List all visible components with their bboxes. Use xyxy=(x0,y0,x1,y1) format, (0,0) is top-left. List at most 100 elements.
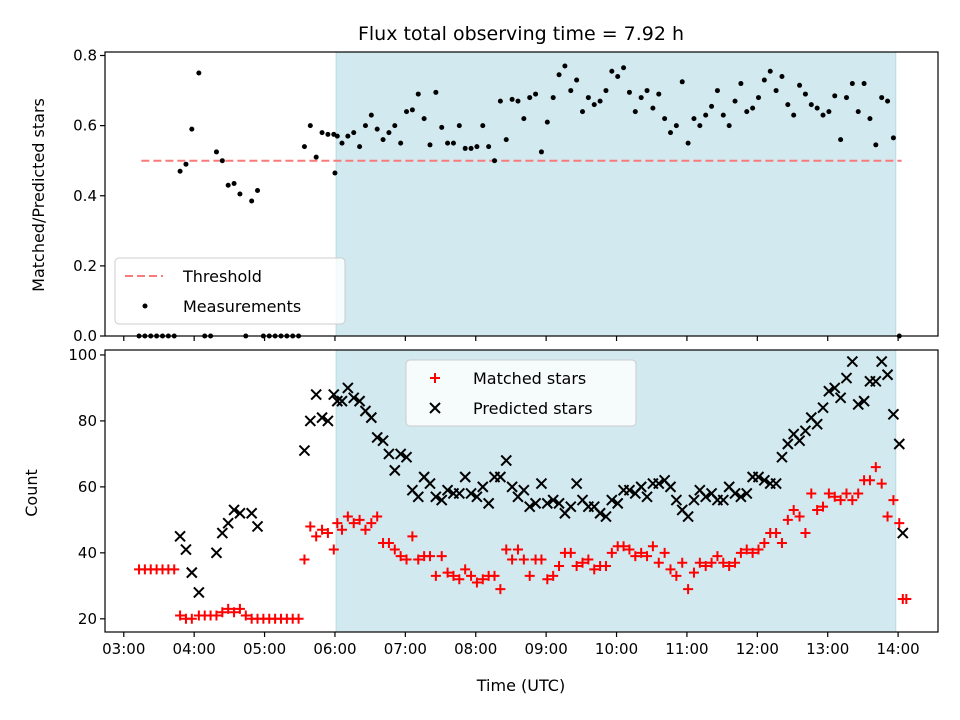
series-predicted-stars xyxy=(174,355,909,599)
matched-point xyxy=(336,524,347,535)
matched-point xyxy=(771,528,782,539)
measurement-point xyxy=(398,140,404,146)
predicted-point xyxy=(870,375,882,388)
matched-point xyxy=(229,607,240,618)
matched-point xyxy=(424,551,435,562)
matched-point xyxy=(342,511,353,522)
measurement-point xyxy=(562,63,568,69)
y-tick-label: 40 xyxy=(78,544,97,562)
matched-point xyxy=(624,544,635,555)
predicted-point xyxy=(342,382,354,394)
predicted-point xyxy=(304,415,317,427)
measurement-point xyxy=(621,65,627,71)
predicted-point xyxy=(535,477,548,490)
matched-point xyxy=(454,574,465,585)
matched-point xyxy=(536,554,547,565)
measurement-point xyxy=(656,91,662,97)
measurement-point xyxy=(334,133,340,139)
measurement-point xyxy=(585,95,591,101)
predicted-point xyxy=(893,438,905,450)
predicted-point xyxy=(245,507,258,519)
matched-point xyxy=(305,521,316,532)
predicted-point xyxy=(353,395,366,407)
predicted-point xyxy=(600,510,612,523)
measurement-point xyxy=(808,102,814,108)
measurement-point xyxy=(668,130,674,136)
matched-point xyxy=(366,518,377,529)
matched-point xyxy=(677,557,688,568)
measurement-point xyxy=(820,112,826,118)
matched-point xyxy=(853,488,864,499)
matched-point xyxy=(864,475,875,486)
bottom-y-axis-label: Count xyxy=(22,469,41,517)
predicted-point xyxy=(858,395,870,407)
measurement-point xyxy=(785,102,791,108)
matched-point xyxy=(495,584,506,595)
matched-point xyxy=(901,594,912,605)
y-tick-label: 0.8 xyxy=(73,47,97,65)
measurement-point xyxy=(580,109,586,115)
measurement-point xyxy=(497,98,503,104)
measurement-point xyxy=(626,89,632,95)
measurement-point xyxy=(492,158,498,164)
matched-point xyxy=(653,557,664,568)
matched-point xyxy=(501,544,512,555)
predicted-point xyxy=(782,438,794,450)
matched-point xyxy=(823,488,834,499)
legend-predicted-swatch xyxy=(429,402,441,414)
measurement-point xyxy=(673,123,679,129)
measurement-point xyxy=(650,105,656,111)
predicted-point xyxy=(752,471,765,483)
matched-point xyxy=(317,524,328,535)
y-tick-label: 20 xyxy=(78,610,97,628)
matched-point xyxy=(407,531,418,542)
predicted-point xyxy=(234,507,246,519)
predicted-point xyxy=(635,481,647,493)
measurement-point xyxy=(533,91,539,97)
legend-predicted-label: Predicted stars xyxy=(473,399,593,418)
matched-point xyxy=(700,561,711,572)
measurement-point xyxy=(609,68,615,74)
predicted-point xyxy=(471,491,483,503)
predicted-point xyxy=(365,411,378,424)
predicted-point xyxy=(465,487,477,500)
measurement-point xyxy=(720,112,726,118)
matched-point xyxy=(753,544,764,555)
measurement-point xyxy=(462,145,468,151)
predicted-point xyxy=(210,547,223,559)
predicted-point xyxy=(741,487,753,500)
legend-box xyxy=(114,257,346,325)
y-tick-label: 0.4 xyxy=(73,187,97,205)
measurement-point xyxy=(703,112,709,118)
top-y-axis-label: Matched/Predicted stars xyxy=(29,98,48,292)
predicted-point xyxy=(228,504,240,516)
measurement-point xyxy=(761,77,767,83)
matched-point xyxy=(524,570,535,581)
matched-point xyxy=(223,603,234,614)
predicted-point xyxy=(453,487,466,500)
measurement-point xyxy=(374,126,380,132)
matched-point xyxy=(647,541,658,552)
matched-point xyxy=(389,544,400,555)
measurement-point xyxy=(849,81,855,87)
predicted-point xyxy=(500,454,512,467)
legend-matched-label: Matched stars xyxy=(473,369,586,388)
matched-point xyxy=(383,537,394,548)
predicted-point xyxy=(770,477,782,490)
measurement-point xyxy=(319,130,325,136)
y-tick-label: 80 xyxy=(78,412,97,430)
x-tick-label: 14:00 xyxy=(876,640,919,658)
predicted-point xyxy=(881,369,894,381)
matched-point xyxy=(322,528,333,539)
predicted-point xyxy=(565,500,577,513)
predicted-point xyxy=(482,497,495,510)
matched-point xyxy=(788,504,799,515)
legend-matched-swatch xyxy=(430,373,440,383)
predicted-point xyxy=(735,491,747,503)
x-tick-label: 05:00 xyxy=(243,640,286,658)
matched-point xyxy=(360,524,371,535)
measurement-point xyxy=(380,137,386,143)
measurement-point xyxy=(861,81,867,87)
measurement-point xyxy=(738,81,744,87)
matched-point xyxy=(741,544,752,555)
